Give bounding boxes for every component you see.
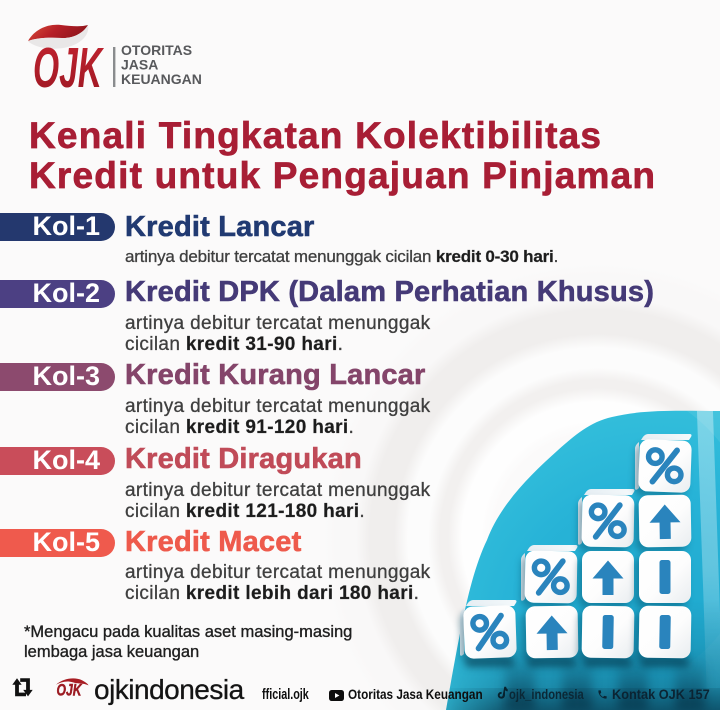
svg-text:OJK: OJK xyxy=(57,681,83,699)
svg-text:OTORITAS: OTORITAS xyxy=(121,42,192,58)
svg-text:OJK: OJK xyxy=(33,36,104,94)
svg-text:JASA: JASA xyxy=(121,57,158,73)
svg-text:KEUANGAN: KEUANGAN xyxy=(121,71,202,87)
